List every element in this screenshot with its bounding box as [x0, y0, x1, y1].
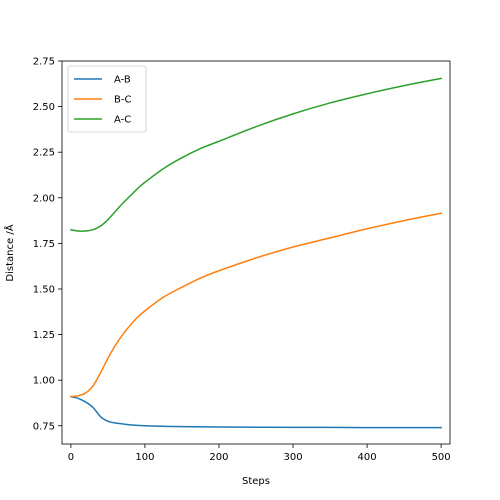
x-tick-label: 0 — [68, 452, 74, 463]
y-tick-label: 2.25 — [33, 148, 55, 159]
y-axis-label: Distance /Å — [3, 224, 16, 281]
y-tick-label: 1.25 — [33, 330, 55, 341]
x-axis-label: Steps — [242, 476, 270, 487]
x-tick-label: 100 — [135, 452, 154, 463]
y-tick-label: 1.50 — [33, 284, 55, 295]
y-tick-label: 0.75 — [33, 421, 55, 432]
legend-label-b-c: B-C — [114, 95, 131, 106]
x-tick-label: 200 — [209, 452, 228, 463]
series-line-b-c — [70, 212, 442, 398]
y-tick-label: 1.00 — [33, 376, 55, 387]
legend: A-B B-C A-C — [67, 65, 147, 133]
y-tick-label: 2.50 — [33, 102, 55, 113]
y-tick-label: 1.75 — [33, 239, 55, 250]
x-tick-label: 500 — [432, 452, 451, 463]
x-tick-label: 400 — [358, 452, 377, 463]
legend-label-a-b: A-B — [114, 75, 131, 86]
ticks-layer: 0 100 200 300 400 500 0.75 1.00 1.25 1.50 1.75 2.00… — [33, 57, 451, 464]
legend-label-a-c: A-C — [114, 115, 131, 126]
series-line-a-c — [70, 77, 442, 232]
x-tick-label: 300 — [283, 452, 302, 463]
y-tick-label: 2.00 — [33, 193, 55, 204]
legend-box — [67, 65, 147, 133]
series-layer — [69, 77, 442, 429]
series-line-a-b — [69, 395, 442, 429]
y-tick-label: 2.75 — [33, 57, 55, 68]
plot-area-frame — [61, 60, 451, 445]
